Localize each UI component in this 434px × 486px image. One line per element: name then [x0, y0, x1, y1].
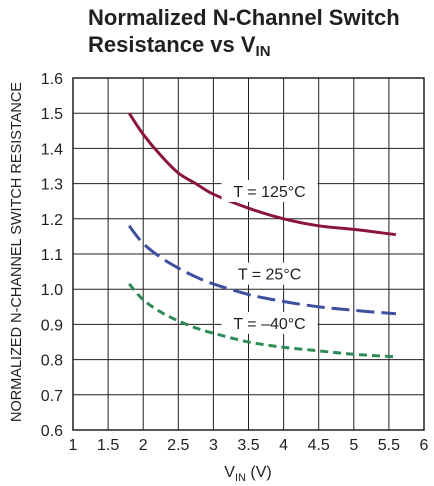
chart-title-line-1: Normalized N-Channel Switch	[88, 5, 400, 30]
x-axis-label-main: V	[224, 464, 235, 481]
y-tick-label-3: 0.9	[41, 317, 63, 334]
x-tick-label-8: 5	[349, 437, 358, 454]
y-tick-label-5: 1.1	[41, 247, 63, 264]
series-line-0	[127, 112, 397, 237]
x-tick-label-7: 4.5	[308, 437, 330, 454]
x-tick-label-2: 2	[139, 437, 148, 454]
series-annotation-1: T = 25°C	[238, 267, 301, 284]
y-tick-label-0: 0.6	[41, 423, 63, 440]
series-line-1	[128, 224, 397, 316]
x-tick-label-6: 4	[279, 437, 288, 454]
x-axis-label-unit: (V)	[246, 464, 272, 481]
annotation-background-1	[221, 262, 318, 285]
y-tick-label-9: 1.5	[41, 106, 63, 123]
annotation-background-0	[221, 179, 318, 202]
y-tick-label-7: 1.3	[41, 177, 63, 194]
chart-title: Normalized N-Channel Switch Resistance v…	[88, 4, 428, 60]
series-annotation-2: T = –40°C	[233, 316, 305, 333]
x-axis-label: VIN (V)	[224, 464, 271, 484]
x-tick-label-5: 3.5	[237, 437, 259, 454]
x-tick-label-0: 1	[69, 437, 78, 454]
y-tick-label-6: 1.2	[41, 212, 63, 229]
y-tick-label-8: 1.4	[41, 141, 63, 158]
y-tick-label-10: 1.6	[41, 71, 63, 88]
grid-lines	[72, 77, 425, 431]
x-tick-label-10: 6	[420, 437, 429, 454]
y-tick-label-4: 1.0	[41, 282, 63, 299]
series-lines	[127, 112, 397, 359]
x-tick-labels: 1 1.5 2 2.5 3 3.5 4 4.5 5 5.5 6	[69, 437, 429, 454]
x-tick-label-3: 2.5	[167, 437, 189, 454]
y-tick-labels: 0.6 0.7 0.8 0.9 1.0 1.1 1.2 1.3 1.4 1.5 1.6	[41, 71, 63, 440]
x-tick-label-4: 3	[209, 437, 218, 454]
chart-title-line-2-sub: IN	[255, 43, 271, 60]
x-tick-label-9: 5.5	[378, 437, 400, 454]
plot-frame	[72, 77, 425, 431]
series-annotation-0: T = 125°C	[233, 184, 305, 201]
y-tick-label-1: 0.7	[41, 388, 63, 405]
y-axis-label: NORMALIZED N-CHANNEL SWITCH RESISTANCE	[9, 82, 25, 422]
x-tick-label-1: 1.5	[97, 437, 119, 454]
x-axis-label-sub: IN	[235, 472, 246, 484]
chart-title-line-2-main: Resistance vs V	[88, 32, 256, 57]
chart-title-line-2: Resistance vs VIN	[88, 31, 428, 60]
y-tick-label-2: 0.8	[41, 353, 63, 370]
annotation-background-2	[221, 311, 318, 334]
series-annotations: T = 125°C T = 25°C T = –40°C	[221, 179, 318, 334]
